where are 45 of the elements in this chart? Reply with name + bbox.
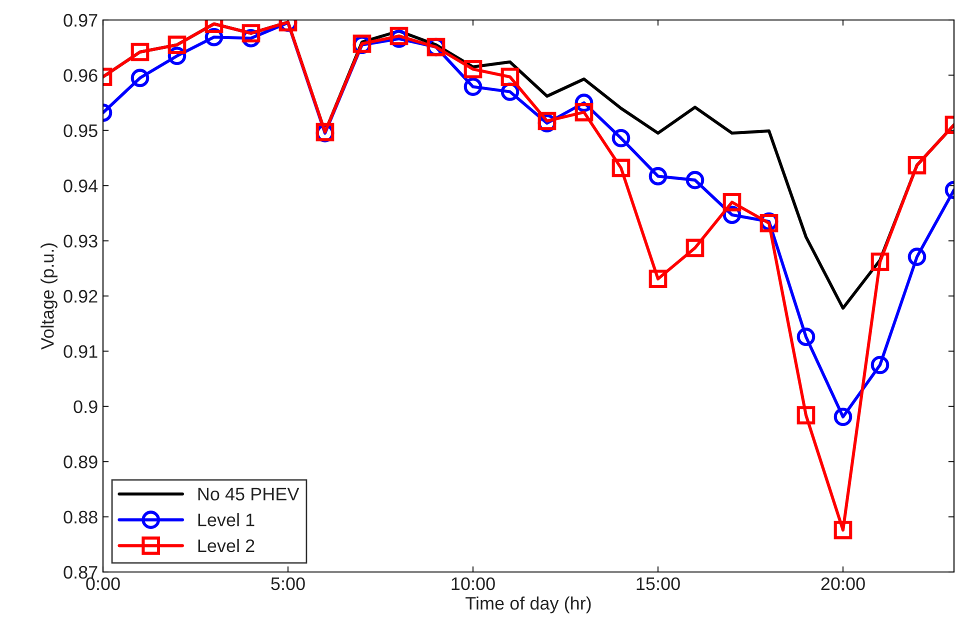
point: [908, 248, 926, 266]
point: [464, 78, 482, 96]
legend-label: Level 1: [198, 513, 254, 526]
y-tick-label: 0.92: [64, 290, 98, 303]
y-tick-label: 0.95: [64, 124, 98, 138]
point: [130, 68, 150, 88]
x-tick-label: 0:00: [86, 577, 120, 590]
point: [464, 60, 482, 78]
point: [686, 170, 704, 190]
legend-label: Level 2: [198, 538, 254, 552]
point: [168, 36, 186, 54]
point: [834, 520, 852, 540]
x-tick-label: 5:00: [271, 577, 305, 590]
point: [870, 252, 890, 271]
point: [612, 158, 630, 178]
y-tick-label: 0.88: [64, 510, 98, 524]
point: [648, 270, 668, 288]
point: [390, 26, 408, 46]
point: [908, 156, 926, 174]
point: [834, 408, 852, 426]
point: [612, 128, 630, 148]
point: [796, 406, 816, 424]
y-tick-label: 0.94: [64, 180, 98, 192]
y-tick-label: 0.91: [64, 345, 98, 358]
point: [574, 103, 594, 122]
y-axis-title: Voltage (p.u.): [40, 243, 58, 350]
y-tick-label: 0.9: [74, 400, 98, 414]
point: [500, 68, 520, 86]
x-tick-label: 15:00: [636, 577, 680, 590]
point: [722, 192, 742, 212]
y-tick-label: 0.96: [64, 69, 98, 82]
point: [130, 42, 150, 62]
legend-label: No 45 PHEV: [198, 488, 300, 500]
y-tick-label: 0.97: [64, 14, 98, 27]
x-tick-label: 20:00: [821, 577, 865, 590]
y-tick-label: 0.93: [64, 234, 98, 248]
x-tick-label: 10:00: [452, 577, 495, 590]
point: [648, 167, 668, 186]
x-axis-title: Time of day (hr): [466, 596, 591, 614]
y-tick-label: 0.87: [64, 566, 98, 579]
point: [796, 328, 816, 346]
point: [242, 24, 260, 42]
y-tick-label: 0.89: [64, 456, 98, 468]
point: [870, 356, 890, 374]
point: [686, 238, 704, 258]
